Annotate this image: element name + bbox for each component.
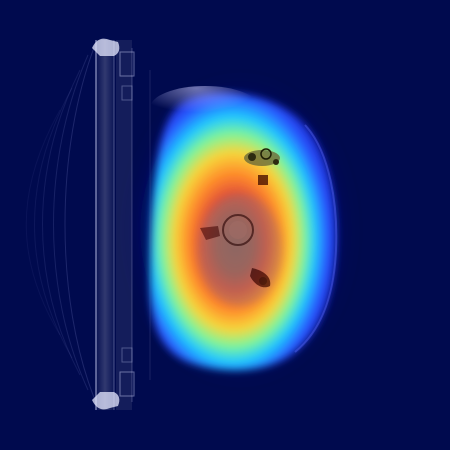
- left-housing-ghost: [25, 44, 96, 401]
- heatmap-edge: [294, 124, 338, 353]
- upper-structure: [244, 148, 280, 185]
- tissue-core: [198, 194, 282, 306]
- lumen-ring: [222, 214, 254, 246]
- top-highlight: [150, 86, 260, 130]
